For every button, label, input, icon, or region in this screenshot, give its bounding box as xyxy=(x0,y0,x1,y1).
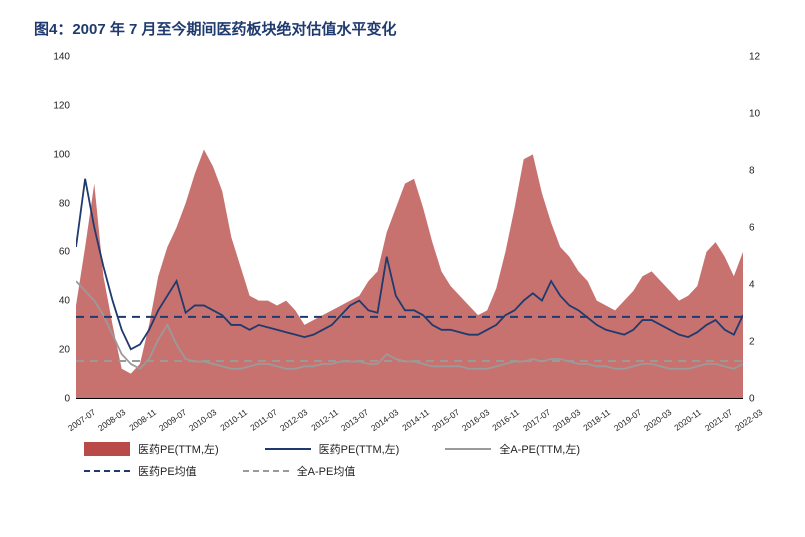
x-tick: 2016-03 xyxy=(460,407,491,433)
x-tick: 2014-03 xyxy=(369,407,400,433)
x-tick: 2017-07 xyxy=(521,407,552,433)
legend-item: 全A-PE(TTM,左) xyxy=(445,441,580,457)
y-axis-left: 020406080100120140 xyxy=(34,57,74,399)
y-tick-left: 40 xyxy=(59,296,70,307)
x-tick: 2011-07 xyxy=(248,407,279,433)
x-tick: 2018-03 xyxy=(551,407,582,433)
x-tick: 2019-07 xyxy=(612,407,643,433)
legend: 医药PE(TTM,左) 医药PE(TTM,左) 全A-PE(TTM,左) 医药PE均… xyxy=(34,441,771,479)
y-tick-left: 80 xyxy=(59,198,70,209)
plot-wrap: 020406080100120140 024681012 2007-072008… xyxy=(34,49,771,439)
legend-row-2: 医药PE均值 全A-PE均值 xyxy=(84,463,771,479)
y-tick-right: 4 xyxy=(749,280,755,291)
x-tick: 2018-11 xyxy=(582,407,613,433)
y-tick-left: 100 xyxy=(53,149,70,160)
plot-area xyxy=(76,57,743,399)
legend-label: 医药PE(TTM,左) xyxy=(319,441,400,457)
x-tick: 2022-03 xyxy=(733,407,764,433)
legend-label: 医药PE(TTM,左) xyxy=(138,441,219,457)
x-tick: 2016-11 xyxy=(491,407,522,433)
x-tick: 2021-07 xyxy=(703,407,734,433)
legend-label: 医药PE均值 xyxy=(138,463,197,479)
legend-swatch xyxy=(265,448,311,450)
chart-container: 图4：2007 年 7 月至今期间医药板块绝对估值水平变化 0204060801… xyxy=(0,0,805,537)
x-tick: 2012-11 xyxy=(309,407,340,433)
y-tick-left: 20 xyxy=(59,345,70,356)
y-tick-right: 10 xyxy=(749,109,760,120)
legend-item: 医药PE均值 xyxy=(84,463,197,479)
legend-row-1: 医药PE(TTM,左) 医药PE(TTM,左) 全A-PE(TTM,左) xyxy=(84,441,771,457)
legend-swatch xyxy=(243,470,289,472)
legend-swatch xyxy=(445,448,491,450)
y-tick-left: 0 xyxy=(64,394,70,405)
legend-swatch xyxy=(84,442,130,456)
x-tick: 2020-03 xyxy=(642,407,673,433)
x-tick: 2013-07 xyxy=(339,407,370,433)
legend-label: 全A-PE(TTM,左) xyxy=(499,441,580,457)
legend-item: 医药PE(TTM,左) xyxy=(84,441,219,457)
x-tick: 2010-03 xyxy=(187,407,218,433)
plot-svg xyxy=(76,57,743,398)
y-tick-right: 12 xyxy=(749,52,760,63)
y-axis-right: 024681012 xyxy=(745,57,771,399)
y-tick-right: 2 xyxy=(749,337,755,348)
x-tick: 2008-11 xyxy=(127,407,158,433)
y-tick-left: 140 xyxy=(53,52,70,63)
x-tick: 2007-07 xyxy=(66,407,97,433)
x-tick: 2009-07 xyxy=(157,407,188,433)
legend-label: 全A-PE均值 xyxy=(297,463,356,479)
legend-item: 全A-PE均值 xyxy=(243,463,356,479)
y-tick-left: 60 xyxy=(59,247,70,258)
x-tick: 2010-11 xyxy=(218,407,249,433)
x-tick: 2008-03 xyxy=(96,407,127,433)
x-tick: 2015-07 xyxy=(430,407,461,433)
x-tick: 2012-03 xyxy=(278,407,309,433)
y-tick-right: 6 xyxy=(749,223,755,234)
x-axis: 2007-072008-032008-112009-072010-032010-… xyxy=(76,401,743,439)
y-tick-right: 0 xyxy=(749,394,755,405)
legend-swatch xyxy=(84,470,130,472)
x-tick: 2020-11 xyxy=(673,407,704,433)
y-tick-right: 8 xyxy=(749,166,755,177)
y-tick-left: 120 xyxy=(53,100,70,111)
chart-title: 图4：2007 年 7 月至今期间医药板块绝对估值水平变化 xyxy=(34,18,771,39)
x-tick: 2014-11 xyxy=(400,407,431,433)
legend-item: 医药PE(TTM,左) xyxy=(265,441,400,457)
